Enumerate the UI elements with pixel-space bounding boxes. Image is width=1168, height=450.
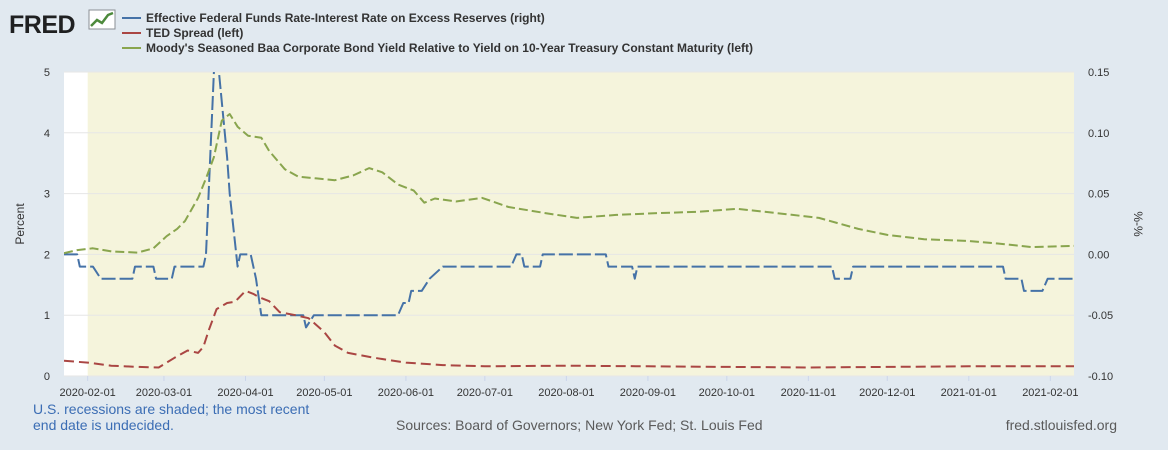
fred-site-link[interactable]: fred.stlouisfed.org <box>1005 417 1117 433</box>
y-left-tick-label: 3 <box>44 189 50 201</box>
recession-note: U.S. recessions are shaded; the most rec… <box>33 401 333 433</box>
y-right-tick-label: 0.10 <box>1088 128 1109 140</box>
x-tick-label: 2020-02-01 <box>60 387 116 399</box>
legend-label-ted: TED Spread (left) <box>146 26 243 40</box>
trend-graph-icon <box>88 9 116 30</box>
series-layer <box>64 48 1074 369</box>
y-axis-right: -0.10 -0.05 0.00 0.05 0.10 0.15 <box>1088 67 1113 383</box>
gridlines <box>64 71 1074 377</box>
y-right-tick-label: 0.05 <box>1088 189 1109 201</box>
y-axis-right-title: %-% <box>1131 211 1145 237</box>
recession-note-line2: end date is undecided. <box>33 417 174 433</box>
recession-shading <box>87 72 1074 376</box>
x-tick-label: 2021-02-01 <box>1022 387 1078 399</box>
y-right-tick-label: 0.15 <box>1088 67 1109 79</box>
series-line-effr[interactable] <box>64 48 1074 329</box>
x-tick-label: 2020-10-01 <box>699 387 755 399</box>
legend-item-ted[interactable]: TED Spread (left) <box>122 26 243 40</box>
y-left-tick-label: 1 <box>44 310 50 322</box>
x-tick-label: 2020-03-01 <box>136 387 192 399</box>
x-tick-label: 2020-04-01 <box>217 387 273 399</box>
x-tick-label: 2020-09-01 <box>620 387 676 399</box>
y-left-tick-label: 5 <box>44 67 50 79</box>
fred-logo[interactable]: FRED <box>9 9 116 39</box>
sources-text: Sources: Board of Governors; New York Fe… <box>396 417 763 433</box>
y-axis-left-title: Percent <box>13 203 27 245</box>
legend: Effective Federal Funds Rate-Interest Ra… <box>122 11 753 55</box>
x-axis: 2020-02-01 2020-03-01 2020-04-01 2020-05-01… <box>60 376 1078 399</box>
series-line-ted[interactable] <box>64 289 1074 369</box>
legend-item-effr[interactable]: Effective Federal Funds Rate-Interest Ra… <box>122 11 545 25</box>
y-left-tick-label: 2 <box>44 249 50 261</box>
legend-label-effr: Effective Federal Funds Rate-Interest Ra… <box>146 11 545 25</box>
x-tick-label: 2020-08-01 <box>538 387 594 399</box>
plot-area <box>64 48 1074 377</box>
x-tick-label: 2020-11-01 <box>781 387 836 399</box>
x-tick-label: 2021-01-01 <box>941 387 997 399</box>
series-line-baa[interactable] <box>64 113 1074 255</box>
y-left-tick-label: 0 <box>44 371 50 383</box>
y-right-tick-label: -0.05 <box>1088 310 1113 322</box>
y-axis-left: 0 1 2 3 4 5 <box>44 67 50 383</box>
y-right-tick-label: 0.00 <box>1088 249 1109 261</box>
x-tick-label: 2020-07-01 <box>457 387 513 399</box>
y-left-tick-label: 4 <box>44 128 50 140</box>
x-tick-label: 2020-06-01 <box>378 387 434 399</box>
legend-label-baa: Moody's Seasoned Baa Corporate Bond Yiel… <box>146 41 753 55</box>
y-right-tick-label: -0.10 <box>1088 371 1113 383</box>
fred-logo-text: FRED <box>9 11 75 39</box>
recession-note-line1: U.S. recessions are shaded; the most rec… <box>33 401 310 417</box>
x-tick-label: 2020-12-01 <box>859 387 915 399</box>
legend-item-baa[interactable]: Moody's Seasoned Baa Corporate Bond Yiel… <box>122 41 753 55</box>
x-tick-label: 2020-05-01 <box>296 387 352 399</box>
